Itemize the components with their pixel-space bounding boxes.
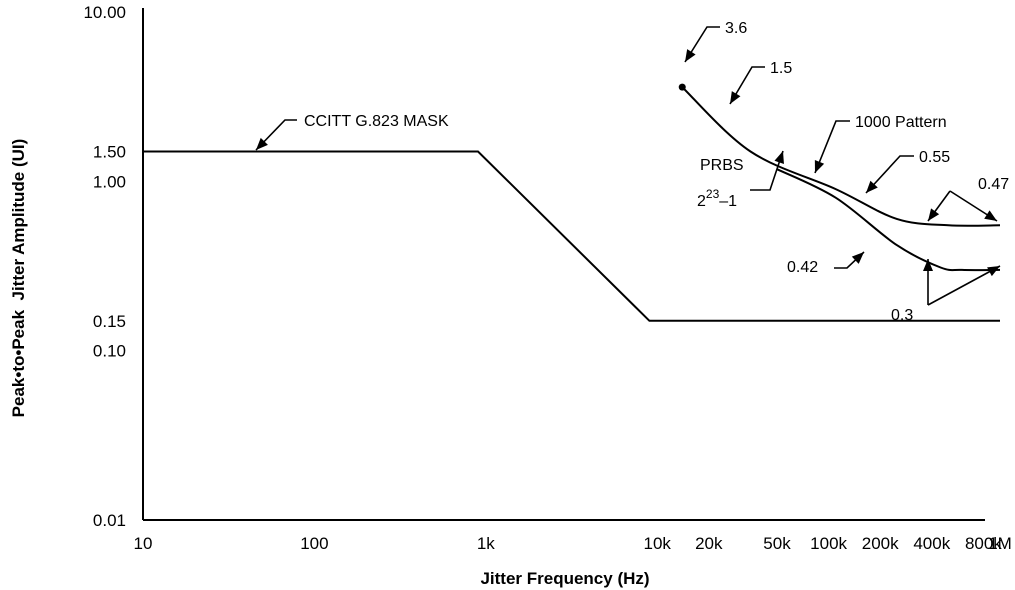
arrow-0-47-left-head (928, 208, 940, 221)
mask-label: CCITT G.823 MASK (304, 113, 449, 130)
x-tick-label: 10k (643, 534, 671, 553)
x-tick-label: 800k (965, 534, 1002, 553)
x-axis-title: Jitter Frequency (Hz) (480, 569, 649, 588)
series-lines (143, 83, 1001, 322)
label-prbs-formula: 223–1 (697, 187, 737, 210)
x-tick-label: 50k (763, 534, 791, 553)
y-tick-label: 1.50 (93, 143, 126, 162)
mask-arrow (255, 119, 297, 151)
arrow-0-55-head (866, 180, 878, 193)
y-tick-label: 0.10 (93, 342, 126, 361)
x-tick-label: 1M (988, 534, 1012, 553)
label-0-55: 0.55 (919, 149, 950, 166)
arrow-1-5 (729, 66, 765, 105)
arrow-1000-pattern-head (814, 160, 825, 173)
prbs-tail: –1 (719, 193, 737, 210)
y-tick-label: 1.00 (93, 172, 126, 191)
annotations: CCITT G.823 MASK 3.6 1.5 1000 Pattern 0.55 0.… (255, 20, 1009, 324)
x-tick-label: 1k (477, 534, 495, 553)
arrow-0-55 (865, 155, 914, 194)
arrow-prbs-head (774, 151, 784, 164)
label-0-3: 0.3 (891, 307, 913, 324)
arrow-0-42-head (851, 252, 864, 264)
arrow-3-6-head (685, 49, 696, 62)
arrow-0-3-up-head (923, 259, 933, 271)
axes (142, 8, 985, 521)
y-tick-label: 0.15 (93, 312, 126, 331)
x-tick-label: 200k (862, 534, 899, 553)
y-tick-label: 0.01 (93, 511, 126, 530)
series-line-2 (776, 168, 1001, 272)
arrow-prbs (750, 150, 784, 191)
series-line-1 (681, 86, 1001, 227)
label-3-6: 3.6 (725, 20, 747, 37)
label-1000-pattern: 1000 Pattern (855, 114, 947, 131)
y-tick-label: 10.00 (83, 3, 126, 22)
arrow-0-3-right (927, 265, 1001, 306)
x-tick-label: 400k (913, 534, 950, 553)
arrow-3-6 (684, 26, 720, 63)
x-tick-label: 100k (810, 534, 847, 553)
label-0-42: 0.42 (787, 259, 818, 276)
prbs-base: 2 (697, 193, 706, 210)
arrow-1000-pattern (814, 120, 850, 174)
label-1-5: 1.5 (770, 60, 792, 77)
y-axis-title: Peak•to•Peak Jitter Amplitude (UI) (9, 139, 28, 418)
prbs-power: 23 (706, 187, 720, 201)
x-tick-label: 20k (695, 534, 723, 553)
x-tick-label: 10 (134, 534, 153, 553)
x-tick-label: 100 (300, 534, 328, 553)
arrow-0-3-right-head (987, 266, 1000, 277)
arrow-0-47-right-head (984, 210, 997, 221)
series-start-point (678, 83, 686, 91)
label-0-47: 0.47 (978, 176, 1009, 193)
series-line-0 (143, 150, 1000, 322)
label-prbs: PRBS (700, 157, 744, 174)
mask-arrow-head (256, 137, 268, 150)
arrow-1-5-head (730, 91, 741, 104)
